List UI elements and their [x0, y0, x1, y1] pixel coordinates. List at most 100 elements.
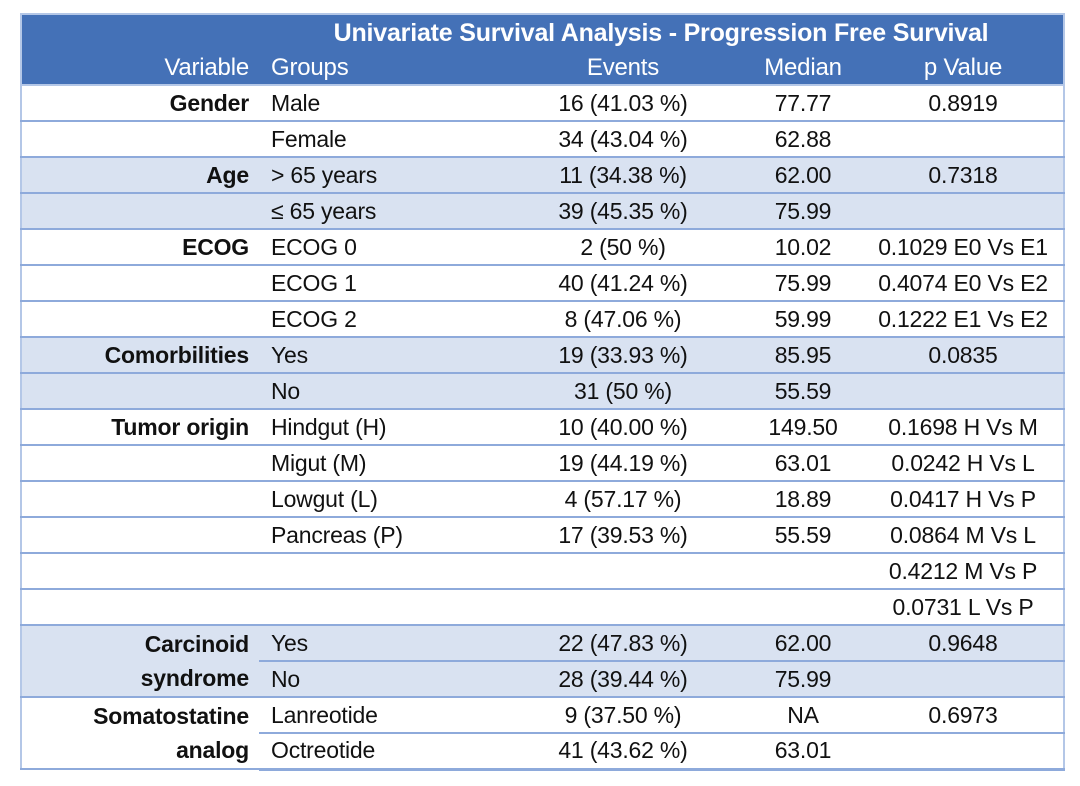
- group-cell: Lowgut (L): [259, 481, 503, 518]
- events-cell: 22 (47.83 %): [503, 625, 743, 662]
- events-cell: 9 (37.50 %): [503, 697, 743, 734]
- events-cell: 34 (43.04 %): [503, 121, 743, 158]
- p-value-cell: [863, 193, 1065, 230]
- group-cell: Hindgut (H): [259, 409, 503, 446]
- column-header-groups: Groups: [259, 52, 503, 86]
- p-value-cell: 0.1029 E0 Vs E1: [863, 229, 1065, 266]
- table-row: Somatostatine analog Lanreotide 9 (37.50 %…: [21, 697, 1065, 770]
- median-cell: [743, 553, 863, 590]
- variable-cell: [21, 481, 259, 518]
- table-row: ≤ 65 years 39 (45.35 %) 75.99: [21, 193, 1065, 230]
- table-row: Pancreas (P) 17 (39.53 %) 55.59 0.0864 M Vs…: [21, 517, 1065, 554]
- median-cell: 77.77: [743, 85, 863, 122]
- table-row: Comorbilities Yes 19 (33.93 %) 85.95 0.0835: [21, 337, 1065, 374]
- events-cell: 19 (44.19 %): [503, 445, 743, 482]
- variable-cell: [21, 301, 259, 338]
- variable-cell: [21, 193, 259, 230]
- table-row: No 28 (39.44 %) 75.99: [21, 661, 1065, 698]
- variable-cell: Age: [21, 157, 259, 194]
- column-header-p-value: p Value: [863, 52, 1065, 86]
- p-value-cell: 0.4212 M Vs P: [863, 553, 1065, 590]
- variable-cell: [21, 445, 259, 482]
- median-cell: 85.95: [743, 337, 863, 374]
- variable-cell: [21, 265, 259, 302]
- p-value-cell: 0.4074 E0 Vs E2: [863, 265, 1065, 302]
- group-cell: > 65 years: [259, 157, 503, 194]
- column-header-row: Variable Groups Events Median p Value: [21, 52, 1065, 86]
- p-value-cell: 0.9648: [863, 625, 1065, 662]
- group-cell: Octreotide: [259, 733, 503, 771]
- events-cell: 17 (39.53 %): [503, 517, 743, 554]
- variable-cell: [21, 373, 259, 410]
- p-value-cell: 0.8919: [863, 85, 1065, 122]
- events-cell: 28 (39.44 %): [503, 661, 743, 698]
- group-cell: [259, 553, 503, 590]
- table-row: 0.0731 L Vs P: [21, 589, 1065, 626]
- p-value-cell: 0.6973: [863, 697, 1065, 734]
- variable-cell: ECOG: [21, 229, 259, 266]
- median-cell: 55.59: [743, 517, 863, 554]
- group-cell: No: [259, 661, 503, 698]
- median-cell: [743, 589, 863, 626]
- events-cell: 2 (50 %): [503, 229, 743, 266]
- median-cell: 149.50: [743, 409, 863, 446]
- column-header-events: Events: [503, 52, 743, 86]
- events-cell: 31 (50 %): [503, 373, 743, 410]
- group-cell: Yes: [259, 337, 503, 374]
- group-cell: Male: [259, 85, 503, 122]
- variable-cell: Somatostatine analog: [21, 697, 259, 770]
- median-cell: 10.02: [743, 229, 863, 266]
- events-cell: 39 (45.35 %): [503, 193, 743, 230]
- variable-cell: Comorbilities: [21, 337, 259, 374]
- group-cell: ECOG 0: [259, 229, 503, 266]
- variable-cell: [21, 553, 259, 590]
- median-cell: 75.99: [743, 193, 863, 230]
- p-value-cell: [863, 661, 1065, 698]
- p-value-cell: 0.0242 H Vs L: [863, 445, 1065, 482]
- table-row: Octreotide 41 (43.62 %) 63.01: [21, 733, 1065, 771]
- table-row: ECOG 1 40 (41.24 %) 75.99 0.4074 E0 Vs E2: [21, 265, 1065, 302]
- events-cell: 8 (47.06 %): [503, 301, 743, 338]
- median-cell: 62.00: [743, 157, 863, 194]
- title-spacer-cell: [21, 14, 259, 52]
- median-cell: 75.99: [743, 661, 863, 698]
- p-value-cell: 0.0417 H Vs P: [863, 481, 1065, 518]
- p-value-cell: [863, 373, 1065, 410]
- median-cell: 63.01: [743, 733, 863, 771]
- events-cell: 11 (34.38 %): [503, 157, 743, 194]
- median-cell: 63.01: [743, 445, 863, 482]
- table-title: Univariate Survival Analysis - Progressi…: [259, 14, 1065, 52]
- p-value-cell: 0.0731 L Vs P: [863, 589, 1065, 626]
- table-row: Female 34 (43.04 %) 62.88: [21, 121, 1065, 158]
- variable-cell: [21, 589, 259, 626]
- p-value-cell: 0.1698 H Vs M: [863, 409, 1065, 446]
- table-header: Univariate Survival Analysis - Progressi…: [21, 14, 1065, 86]
- title-row: Univariate Survival Analysis - Progressi…: [21, 14, 1065, 52]
- table-row: Age > 65 years 11 (34.38 %) 62.00 0.7318: [21, 157, 1065, 194]
- median-cell: NA: [743, 697, 863, 734]
- table-body: Gender Male 16 (41.03 %) 77.77 0.8919 Female 3…: [21, 85, 1065, 771]
- variable-cell: Carcinoid syndrome: [21, 625, 259, 698]
- group-cell: Yes: [259, 625, 503, 662]
- variable-cell: Tumor origin: [21, 409, 259, 446]
- p-value-cell: 0.0864 M Vs L: [863, 517, 1065, 554]
- median-cell: 75.99: [743, 265, 863, 302]
- p-value-cell: [863, 733, 1065, 771]
- table-row: Lowgut (L) 4 (57.17 %) 18.89 0.0417 H Vs P: [21, 481, 1065, 518]
- table-row: Gender Male 16 (41.03 %) 77.77 0.8919: [21, 85, 1065, 122]
- events-cell: 16 (41.03 %): [503, 85, 743, 122]
- group-cell: Lanreotide: [259, 697, 503, 734]
- table-row: Migut (M) 19 (44.19 %) 63.01 0.0242 H Vs L: [21, 445, 1065, 482]
- table-row: 0.4212 M Vs P: [21, 553, 1065, 590]
- events-cell: 4 (57.17 %): [503, 481, 743, 518]
- group-cell: [259, 589, 503, 626]
- p-value-cell: [863, 121, 1065, 158]
- variable-cell: Gender: [21, 85, 259, 122]
- events-cell: [503, 589, 743, 626]
- p-value-cell: 0.1222 E1 Vs E2: [863, 301, 1065, 338]
- median-cell: 59.99: [743, 301, 863, 338]
- events-cell: 10 (40.00 %): [503, 409, 743, 446]
